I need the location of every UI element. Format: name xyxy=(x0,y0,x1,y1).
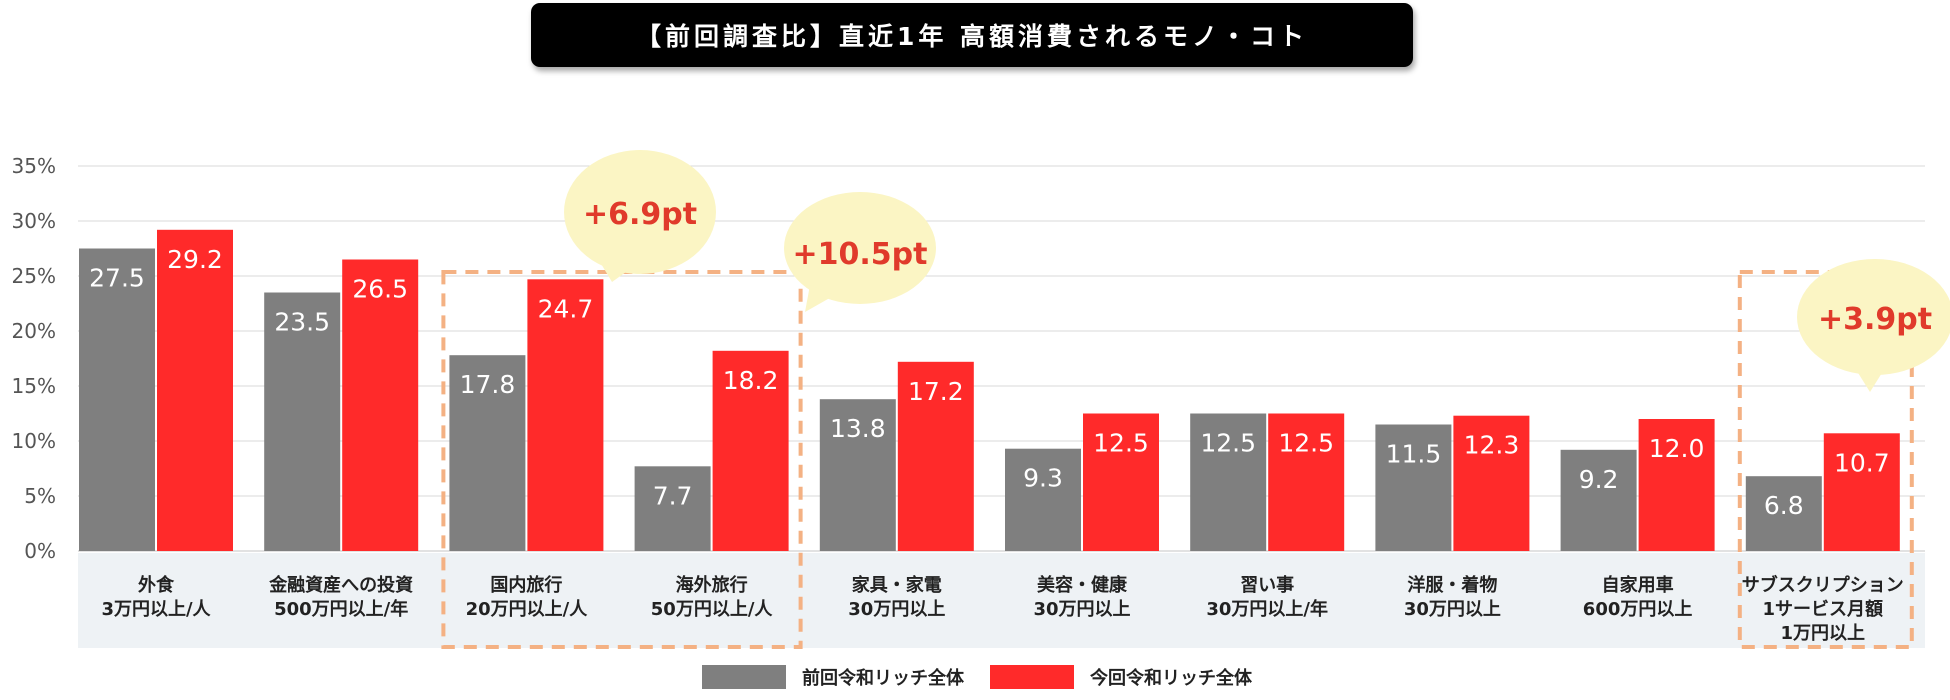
category-label: 30万円以上 xyxy=(1033,599,1130,620)
y-tick-label: 20% xyxy=(12,319,56,343)
category-label: 30万円以上 xyxy=(1404,599,1501,620)
category-label: 海外旅行 xyxy=(676,574,748,596)
category-label: 家具・家電 xyxy=(852,574,942,596)
data-label: 10.7 xyxy=(1834,448,1890,477)
bar-previous xyxy=(1005,448,1081,551)
callout-tail xyxy=(805,285,835,312)
data-label: 12.5 xyxy=(1278,429,1334,458)
callout-text: +3.9pt xyxy=(1818,302,1932,337)
category-label: 600万円以上 xyxy=(1583,599,1693,620)
legend-swatch xyxy=(990,665,1074,689)
category-label: 3万円以上/人 xyxy=(101,599,211,620)
y-tick-label: 30% xyxy=(12,209,56,233)
callout-bubble xyxy=(784,192,936,304)
data-label: 17.8 xyxy=(460,370,516,399)
category-label: 美容・健康 xyxy=(1037,574,1128,596)
y-tick-label: 10% xyxy=(12,429,56,453)
data-label: 12.5 xyxy=(1200,429,1256,458)
highlight-box xyxy=(1737,270,1914,649)
y-tick-label: 35% xyxy=(12,154,56,178)
bar-current xyxy=(1638,419,1715,551)
category-label: 自家用車 xyxy=(1602,574,1674,596)
data-label: 17.2 xyxy=(908,377,964,406)
data-label: 6.8 xyxy=(1764,491,1804,520)
bar-current xyxy=(712,350,789,551)
data-label: 9.3 xyxy=(1023,464,1063,493)
bar-previous xyxy=(264,292,341,551)
data-label: 26.5 xyxy=(352,275,408,304)
bar-previous xyxy=(1745,476,1822,551)
category-label: 習い事 xyxy=(1240,574,1294,596)
bar-previous xyxy=(79,248,155,551)
data-label: 7.7 xyxy=(653,481,693,510)
bar-current xyxy=(157,229,233,552)
category-label: 外食 xyxy=(138,574,175,596)
data-label: 23.5 xyxy=(274,308,330,337)
category-label: 50万円以上/人 xyxy=(651,599,774,620)
legend-label: 前回令和リッチ全体 xyxy=(802,667,965,689)
category-label: サブスクリプション xyxy=(1742,574,1904,596)
callout-bubble xyxy=(1797,259,1950,375)
bar-previous xyxy=(449,355,526,551)
category-label: 30万円以上/年 xyxy=(1206,598,1328,620)
category-label: 30万円以上 xyxy=(848,599,945,620)
category-label: 金融資産への投資 xyxy=(268,574,413,596)
data-label: 12.0 xyxy=(1649,434,1705,463)
bar-previous xyxy=(819,399,896,551)
category-label: 国内旅行 xyxy=(490,574,562,596)
category-label-band xyxy=(78,553,1925,648)
data-label: 29.2 xyxy=(167,245,223,274)
y-tick-label: 15% xyxy=(12,374,56,398)
legend-label: 今回令和リッチ全体 xyxy=(1090,667,1253,689)
data-label: 9.2 xyxy=(1579,465,1619,494)
callout-text: +6.9pt xyxy=(583,197,697,232)
bar-current xyxy=(1453,415,1530,551)
legend-swatch xyxy=(702,665,786,689)
y-tick-label: 25% xyxy=(12,264,56,288)
category-label: 1万円以上 xyxy=(1781,623,1866,644)
category-label: 20万円以上/人 xyxy=(466,599,589,620)
callout-tail xyxy=(600,262,640,282)
bar-previous xyxy=(1190,413,1267,551)
callout-tail xyxy=(1855,368,1885,392)
bar-previous xyxy=(634,466,711,551)
category-label: 1サービス月額 xyxy=(1763,598,1884,620)
callout-bubble xyxy=(564,150,716,274)
data-label: 13.8 xyxy=(830,414,886,443)
chart-title: 【前回調査比】直近1年 高額消費されるモノ・コト xyxy=(531,3,1413,67)
bar-current xyxy=(342,259,419,551)
bar-current xyxy=(1268,413,1345,551)
category-label: 洋服・着物 xyxy=(1407,574,1497,596)
data-label: 24.7 xyxy=(538,294,594,323)
data-label: 27.5 xyxy=(89,264,145,293)
callout-text: +10.5pt xyxy=(793,237,928,272)
y-tick-label: 0% xyxy=(24,539,56,563)
bar-previous xyxy=(1375,424,1452,551)
bar-current xyxy=(1823,433,1900,551)
data-label: 18.2 xyxy=(723,366,779,395)
data-label: 12.3 xyxy=(1464,431,1520,460)
data-label: 12.5 xyxy=(1093,429,1149,458)
y-tick-label: 5% xyxy=(24,484,56,508)
category-label: 500万円以上/年 xyxy=(274,598,408,620)
bar-current xyxy=(527,279,604,551)
bar-current xyxy=(1083,413,1159,551)
bar-current xyxy=(897,361,974,551)
data-label: 11.5 xyxy=(1386,440,1442,469)
bar-previous xyxy=(1560,449,1637,551)
